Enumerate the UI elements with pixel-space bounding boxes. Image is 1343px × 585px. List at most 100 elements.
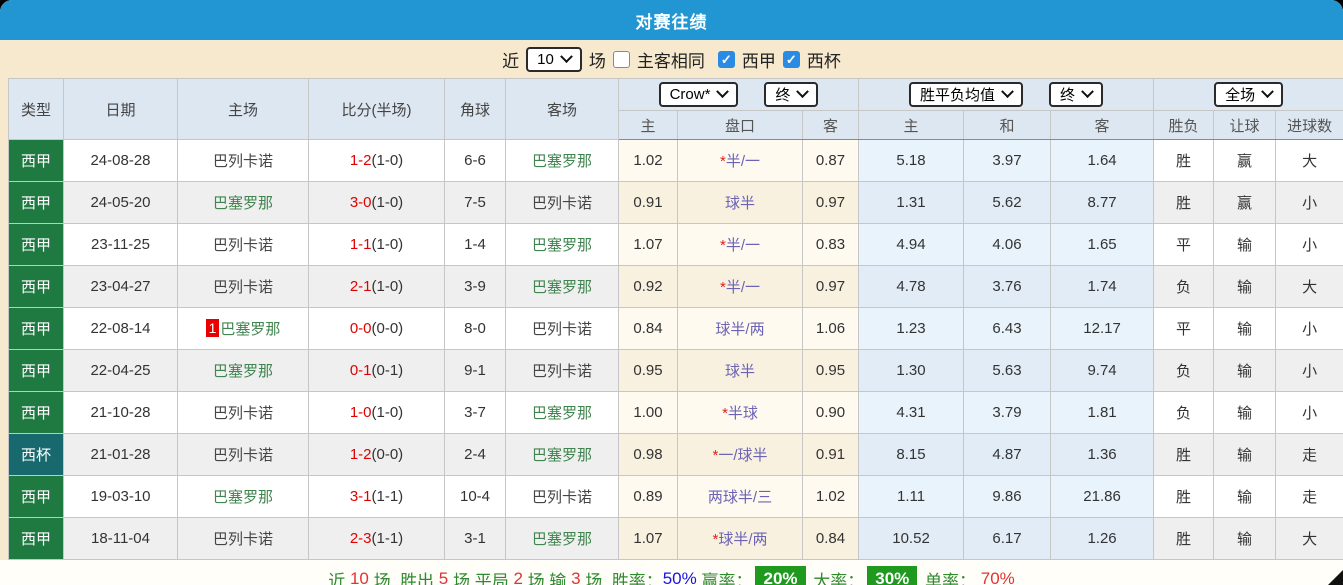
footer-text: 70% bbox=[976, 569, 1015, 585]
cell-handicap: 两球半/三 bbox=[677, 475, 803, 518]
cell-handicap-result: 输 bbox=[1213, 433, 1277, 476]
col-header-handicap-result: 让球 bbox=[1213, 110, 1277, 140]
col-header-avg-home: 主 bbox=[858, 110, 965, 140]
cell-avg-home: 1.30 bbox=[858, 349, 965, 392]
cell-avg-home: 10.52 bbox=[858, 517, 965, 560]
cell-home-team: 巴列卡诺 bbox=[177, 223, 309, 266]
chevron-down-icon bbox=[796, 85, 810, 99]
cell-handicap-result: 输 bbox=[1213, 223, 1277, 266]
cell-date: 19-03-10 bbox=[63, 475, 178, 518]
cell-result: 胜 bbox=[1153, 181, 1215, 224]
league-copa-checkbox[interactable] bbox=[782, 50, 800, 68]
cell-odds-away: 0.84 bbox=[801, 517, 860, 560]
cell-date: 23-11-25 bbox=[63, 223, 178, 266]
cell-avg-away: 21.86 bbox=[1050, 475, 1155, 518]
cell-score: 3-1(1-1) bbox=[308, 475, 445, 518]
cell-avg-home: 4.94 bbox=[858, 223, 965, 266]
chevron-down-icon bbox=[716, 85, 730, 99]
footer-text: 场,输 bbox=[522, 571, 572, 585]
cell-handicap: *半/一 bbox=[677, 139, 803, 182]
cell-handicap: *半/一 bbox=[677, 223, 803, 266]
footer-text: 5 bbox=[438, 569, 449, 585]
cell-avg-draw: 5.63 bbox=[963, 349, 1052, 392]
col-header-avg-away: 客 bbox=[1050, 110, 1155, 140]
table-row: 西甲 22-08-14 1 巴塞罗那 0-0(0-0) 8-0 巴列卡诺 0.84… bbox=[8, 307, 1343, 350]
cell-score: 1-2(0-0) bbox=[308, 433, 445, 476]
league-copa-label: 西杯 bbox=[806, 51, 841, 71]
table-row: 西甲 24-05-20 巴塞罗那 3-0(1-0) 7-5 巴列卡诺 0.91 … bbox=[8, 181, 1343, 224]
cell-avg-home: 1.11 bbox=[858, 475, 965, 518]
rank-badge: 1 bbox=[205, 319, 220, 337]
col-header-type: 类型 bbox=[8, 78, 64, 140]
footer-text: 20% bbox=[755, 566, 806, 585]
cell-handicap: *一/球半 bbox=[677, 433, 803, 476]
cell-odds-away: 0.95 bbox=[801, 349, 860, 392]
cell-odds-home: 0.84 bbox=[618, 307, 678, 350]
cell-date: 21-10-28 bbox=[63, 391, 178, 434]
same-venue-checkbox[interactable] bbox=[612, 50, 630, 68]
chevron-down-icon bbox=[1081, 85, 1094, 99]
cell-away-team: 巴列卡诺 bbox=[505, 181, 619, 224]
cell-type: 西甲 bbox=[8, 223, 64, 266]
cell-avg-home: 1.31 bbox=[858, 181, 965, 224]
cell-goals: 小 bbox=[1275, 349, 1343, 392]
cell-avg-draw: 3.97 bbox=[963, 139, 1052, 182]
resize-handle-icon[interactable] bbox=[1328, 570, 1343, 585]
footer-text: 场,平局 bbox=[448, 571, 514, 585]
cell-odds-away: 0.83 bbox=[801, 223, 860, 266]
cell-handicap-result: 输 bbox=[1213, 391, 1277, 434]
cell-corners: 2-4 bbox=[444, 433, 506, 476]
odds-time-select[interactable]: 终 bbox=[764, 82, 819, 107]
footer-text: 3 bbox=[571, 569, 581, 585]
cell-home-team: 巴列卡诺 bbox=[177, 517, 309, 560]
col-header-handicap: 盘口 bbox=[677, 110, 803, 140]
league-laliga-checkbox[interactable] bbox=[717, 50, 735, 68]
col-header-date: 日期 bbox=[63, 78, 178, 140]
filter-bar: 近 10 场 主客相同 西甲 西杯 bbox=[0, 40, 1343, 78]
cell-avg-away: 1.36 bbox=[1050, 433, 1155, 476]
cell-odds-home: 0.92 bbox=[618, 265, 678, 308]
cell-score: 0-1(0-1) bbox=[308, 349, 445, 392]
cell-odds-home: 1.07 bbox=[618, 223, 678, 266]
cell-result: 平 bbox=[1153, 223, 1215, 266]
cell-avg-draw: 3.79 bbox=[963, 391, 1052, 434]
avg-group-header: 胜平负均值 终 bbox=[858, 78, 1155, 111]
cell-corners: 6-6 bbox=[444, 139, 506, 182]
near-label: 近 bbox=[502, 51, 520, 71]
cell-score: 2-1(1-0) bbox=[308, 265, 445, 308]
cell-home-team: 巴塞罗那 bbox=[177, 349, 309, 392]
col-header-odds-home: 主 bbox=[618, 110, 678, 140]
recent-count-select[interactable]: 10 bbox=[526, 46, 582, 72]
cell-date: 18-11-04 bbox=[63, 517, 178, 560]
cell-date: 24-05-20 bbox=[63, 181, 178, 224]
cell-home-team: 巴列卡诺 bbox=[177, 433, 309, 476]
cell-goals: 大 bbox=[1275, 517, 1343, 560]
cell-result: 胜 bbox=[1153, 475, 1215, 518]
cell-odds-away: 0.90 bbox=[801, 391, 860, 434]
cell-score: 3-0(1-0) bbox=[308, 181, 445, 224]
footer-text: 单率： bbox=[920, 571, 977, 585]
footer-text: 50% bbox=[662, 569, 697, 585]
cell-avg-home: 1.23 bbox=[858, 307, 965, 350]
odds-company-select[interactable]: Crow* bbox=[658, 82, 739, 107]
fulltime-select[interactable]: 全场 bbox=[1214, 82, 1284, 107]
cell-avg-away: 12.17 bbox=[1050, 307, 1155, 350]
cell-result: 平 bbox=[1153, 307, 1215, 350]
col-header-score: 比分(半场) bbox=[308, 78, 445, 140]
footer-text: 2 bbox=[513, 569, 523, 585]
avg-time-select[interactable]: 终 bbox=[1049, 82, 1104, 107]
cell-goals: 走 bbox=[1275, 433, 1343, 476]
cell-odds-home: 0.98 bbox=[618, 433, 678, 476]
table-row: 西甲 21-10-28 巴列卡诺 1-0(1-0) 3-7 巴塞罗那 1.00 … bbox=[8, 391, 1343, 434]
avg-type-select[interactable]: 胜平负均值 bbox=[909, 82, 1024, 107]
cell-corners: 10-4 bbox=[444, 475, 506, 518]
cell-handicap-result: 输 bbox=[1213, 307, 1277, 350]
cell-result: 负 bbox=[1153, 391, 1215, 434]
cell-result: 胜 bbox=[1153, 433, 1215, 476]
table-row: 西甲 23-11-25 巴列卡诺 1-1(1-0) 1-4 巴塞罗那 1.07 … bbox=[8, 223, 1343, 266]
cell-avg-draw: 3.76 bbox=[963, 265, 1052, 308]
cell-home-team: 1 巴塞罗那 bbox=[177, 307, 309, 350]
fulltime-group-header: 全场 bbox=[1153, 78, 1343, 111]
cell-home-team: 巴列卡诺 bbox=[177, 391, 309, 434]
cell-corners: 3-9 bbox=[444, 265, 506, 308]
